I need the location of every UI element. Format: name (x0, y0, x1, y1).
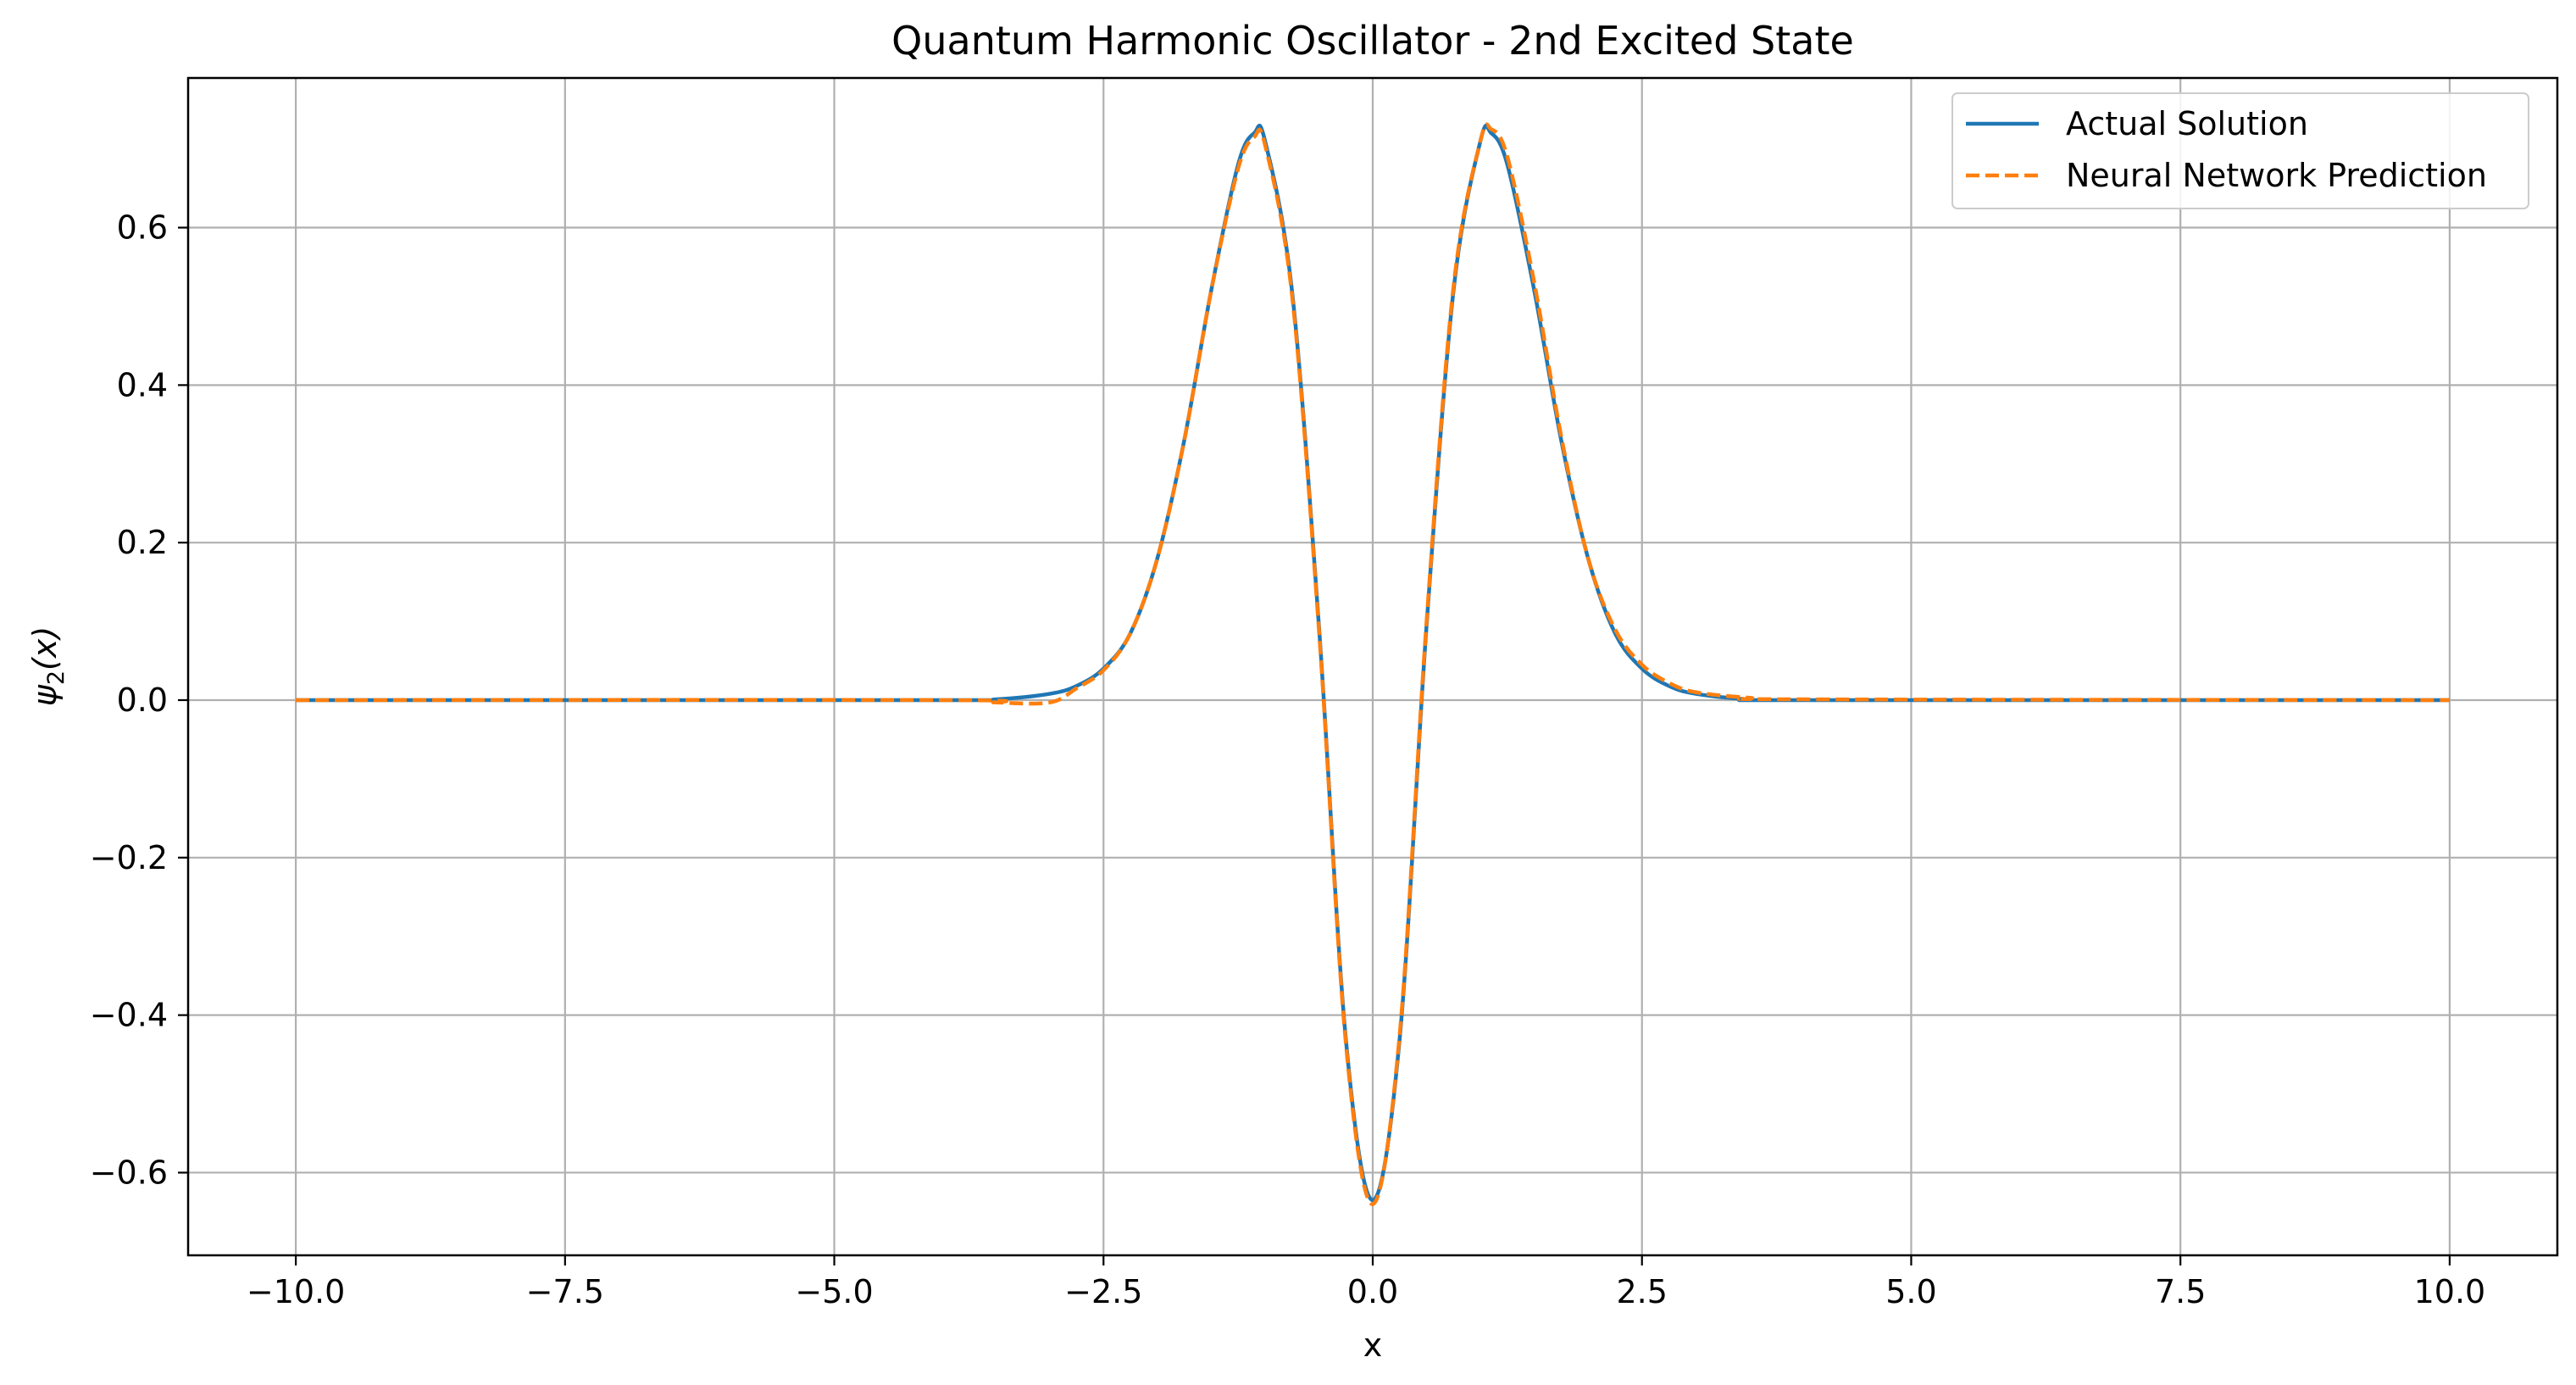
legend-label-prediction: Neural Network Prediction (2066, 157, 2487, 194)
x-tick-label: 2.5 (1617, 1273, 1668, 1310)
x-tick-label: −10.0 (247, 1273, 345, 1310)
chart-title: Quantum Harmonic Oscillator - 2nd Excite… (891, 18, 1854, 64)
x-tick-label: −2.5 (1064, 1273, 1142, 1310)
y-axis-label: ψ2(x) (26, 626, 69, 706)
x-tick-label: 0.0 (1347, 1273, 1398, 1310)
x-tick-label: −7.5 (526, 1273, 604, 1310)
legend-label-actual: Actual Solution (2066, 105, 2308, 142)
y-tick-label: −0.4 (90, 997, 168, 1034)
y-tick-label: 0.2 (117, 524, 168, 561)
x-tick-label: 5.0 (1885, 1273, 1936, 1310)
y-axis-label-argument: (x) (26, 626, 64, 670)
plot-lines (296, 122, 2450, 1206)
series-line-neural-network-prediction (296, 122, 2450, 1206)
x-axis-ticks: −10.0 −7.5 −5.0 −2.5 0.0 2.5 5.0 7.5 10.0 (247, 1255, 2485, 1310)
y-axis-label-symbol: ψ (26, 684, 64, 706)
x-tick-label: 7.5 (2155, 1273, 2206, 1310)
x-axis-label: x (1363, 1327, 1383, 1364)
y-tick-label: 0.0 (117, 681, 168, 719)
legend: Actual Solution Neural Network Predictio… (1951, 92, 2529, 209)
grid (188, 78, 2557, 1255)
y-tick-label: −0.2 (90, 839, 168, 876)
y-tick-label: −0.6 (90, 1154, 168, 1191)
y-axis-label-subscript: 2 (43, 670, 69, 685)
x-tick-label: 10.0 (2414, 1273, 2486, 1310)
y-tick-label: 0.6 (117, 209, 168, 247)
legend-box (1951, 92, 2529, 209)
x-tick-label: −5.0 (795, 1273, 873, 1310)
y-axis-ticks: −0.6 −0.4 −0.2 0.0 0.2 0.4 0.6 (90, 209, 188, 1191)
y-tick-label: 0.4 (117, 366, 168, 403)
